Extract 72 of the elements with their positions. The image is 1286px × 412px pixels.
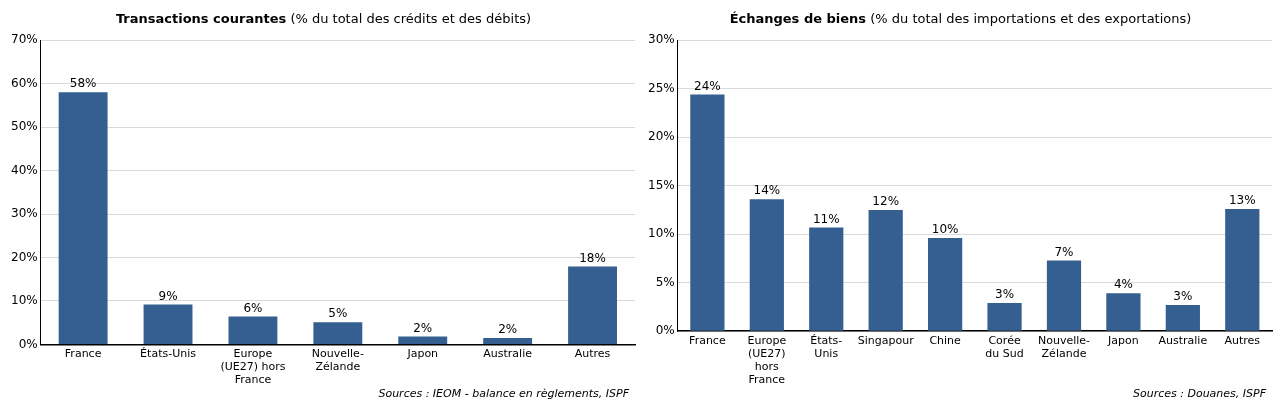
x-tick-label: Autres <box>574 346 611 360</box>
bar <box>313 322 363 344</box>
data-label: 9% <box>158 288 178 303</box>
x-tick-label: Australie <box>483 346 533 360</box>
data-label: 24% <box>694 78 721 93</box>
x-tick-label: États-Unis <box>140 346 197 360</box>
bar <box>749 199 784 331</box>
bar <box>228 316 278 344</box>
x-tick-label: Europe (UE27) hors France <box>747 333 787 387</box>
bar <box>809 227 844 331</box>
bar <box>568 266 617 344</box>
chart-title: Échanges de biens <box>729 11 867 26</box>
y-tick-label: 20% <box>11 249 38 264</box>
y-tick-label: 50% <box>11 119 38 134</box>
data-label: 12% <box>872 194 900 209</box>
chart-title: Transactions courantes <box>115 11 287 26</box>
data-label: 2% <box>413 320 433 335</box>
x-tick-label: États-Unis <box>810 333 843 360</box>
bar <box>690 94 725 331</box>
y-tick-label: 20% <box>648 129 675 144</box>
x-tick-label: France <box>64 346 102 360</box>
x-tick-label: Autres <box>1224 333 1261 347</box>
y-tick-label: 0% <box>18 336 38 351</box>
x-tick-label: France <box>689 333 726 347</box>
bar <box>987 303 1022 331</box>
bar <box>1225 208 1260 331</box>
y-tick-label: 40% <box>11 162 38 177</box>
x-tick-label: Corée du Sud <box>985 333 1024 360</box>
y-tick-label: 10% <box>648 226 675 241</box>
data-label: 14% <box>753 183 781 198</box>
bar <box>398 336 448 344</box>
data-label: 13% <box>1228 193 1256 208</box>
data-label: 11% <box>812 211 840 226</box>
bar <box>483 337 533 344</box>
x-tick-label: Japon <box>1107 333 1139 347</box>
bar <box>1165 305 1200 331</box>
y-tick-label: 15% <box>648 177 675 192</box>
bar <box>928 238 963 331</box>
source-note: Sources : Douanes, ISPF <box>1132 387 1266 400</box>
data-label: 3% <box>995 287 1015 302</box>
y-tick-label: 10% <box>11 293 38 308</box>
y-tick-label: 0% <box>655 323 675 338</box>
data-label: 3% <box>1173 289 1193 304</box>
x-tick-label: Australie <box>1158 333 1208 347</box>
x-tick-label: Singapour <box>857 333 915 347</box>
y-tick-label: 30% <box>648 32 675 47</box>
x-tick-label: Chine <box>929 333 962 347</box>
chart-subtitle: (% du total des importations et des exportations) <box>870 11 1192 26</box>
y-tick-label: 5% <box>655 274 675 289</box>
source-note: Sources : IEOM - balance en règlements, ISPF <box>378 387 629 400</box>
y-tick-label: 25% <box>648 80 675 95</box>
x-tick-label: Japon <box>406 346 439 360</box>
bar <box>1106 293 1141 331</box>
data-label: 6% <box>243 300 263 315</box>
bar <box>868 209 903 331</box>
x-tick-label: Nouvelle-Zélande <box>311 346 364 374</box>
data-label: 5% <box>328 306 348 321</box>
data-label: 7% <box>1054 244 1074 259</box>
bar <box>1046 260 1082 331</box>
x-tick-label: Europe (UE27) hors France <box>220 346 286 387</box>
data-label: 2% <box>498 322 518 337</box>
data-label: 10% <box>931 222 959 237</box>
y-tick-label: 60% <box>11 75 38 90</box>
y-tick-label: 70% <box>11 32 38 47</box>
bar <box>58 92 108 344</box>
data-label: 4% <box>1113 277 1133 292</box>
x-tick-label: Nouvelle-Zélande <box>1037 333 1091 360</box>
bar <box>143 304 193 344</box>
chart-subtitle: (% du total des crédits et des débits) <box>290 11 532 26</box>
data-label: 18% <box>579 250 606 265</box>
data-label: 58% <box>69 76 97 91</box>
y-tick-label: 30% <box>11 206 38 221</box>
